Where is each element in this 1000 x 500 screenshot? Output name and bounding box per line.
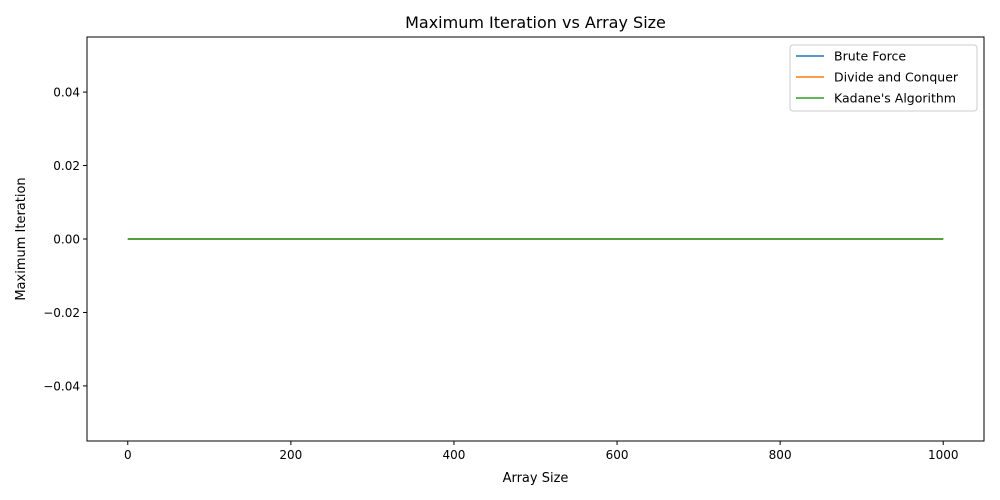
x-axis-label: Array Size (503, 471, 569, 486)
x-axis-ticks: 0 200 400 600 800 1000 (124, 441, 959, 462)
x-tick-label: 1000 (928, 448, 959, 462)
y-tick-label: 0.02 (53, 159, 80, 173)
legend-entry-label: Brute Force (834, 49, 906, 64)
y-axis-label: Maximum Iteration (14, 177, 29, 300)
y-axis-ticks: −0.04 −0.02 0.00 0.02 0.04 (43, 86, 87, 393)
y-tick-label: 0.04 (53, 86, 80, 100)
chart-title: Maximum Iteration vs Array Size (405, 13, 666, 32)
legend-entry-label: Divide and Conquer (834, 70, 959, 85)
x-tick-label: 200 (279, 448, 302, 462)
legend: Brute Force Divide and Conquer Kadane's Al… (789, 44, 978, 112)
legend-entry-label: Kadane's Algorithm (834, 91, 956, 106)
x-tick-label: 400 (443, 448, 466, 462)
y-tick-label: −0.04 (43, 379, 80, 393)
y-tick-label: −0.02 (43, 306, 80, 320)
x-tick-label: 600 (606, 448, 629, 462)
x-tick-label: 0 (124, 448, 132, 462)
y-tick-label: 0.00 (53, 233, 80, 247)
x-tick-label: 800 (769, 448, 792, 462)
legend-box (789, 44, 978, 112)
